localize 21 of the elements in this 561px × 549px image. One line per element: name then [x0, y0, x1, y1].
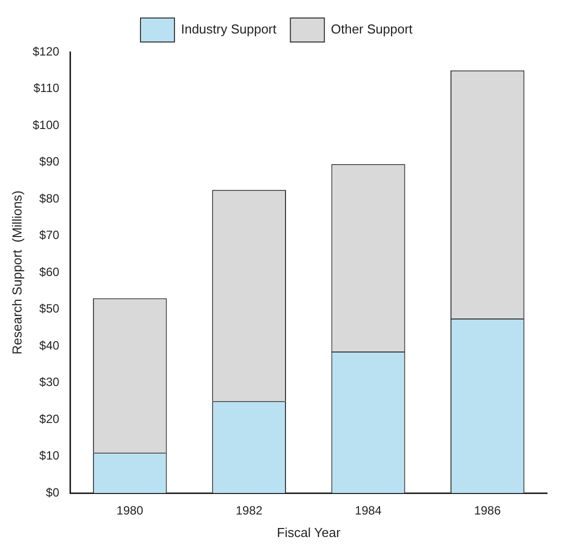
x-tick-label: 1986	[474, 504, 502, 518]
legend-label: Industry Support	[180, 22, 277, 37]
y-tick-label: $80	[39, 191, 60, 206]
y-tick-label: $10	[39, 448, 60, 463]
y-tick-label: $110	[33, 81, 60, 96]
y-tick-label: $60	[39, 264, 60, 279]
y-tick-label: $0	[46, 485, 60, 500]
y-tick-label: $100	[32, 118, 60, 132]
y-tick-label: $40	[39, 338, 60, 352]
y-tick-label: $30	[39, 375, 60, 390]
x-axis-title: Fiscal Year	[276, 524, 342, 540]
x-tick-label: 1980	[116, 504, 144, 518]
y-tick-label: $90	[39, 154, 60, 169]
y-axis-title: Research Support (Millions)	[9, 190, 24, 355]
y-tick-label: $20	[39, 412, 60, 426]
x-tick-label: 1984	[354, 504, 382, 518]
y-tick-label: $50	[39, 302, 60, 316]
x-tick-label: 1982	[236, 504, 263, 518]
y-tick-label: $70	[39, 228, 60, 242]
y-tick-label: $120	[32, 44, 60, 58]
legend-label: Other Support	[330, 22, 413, 37]
